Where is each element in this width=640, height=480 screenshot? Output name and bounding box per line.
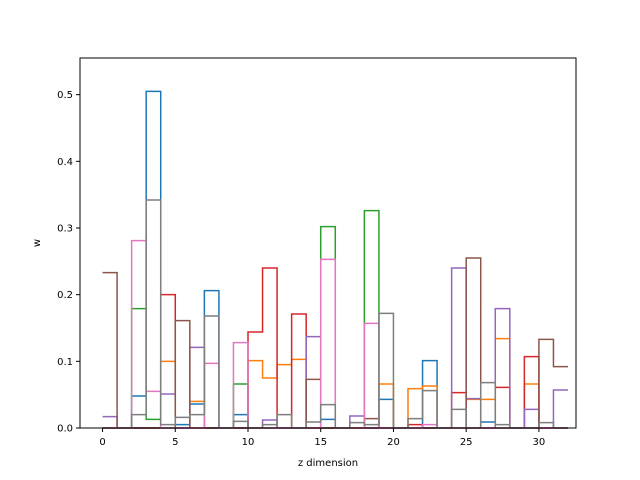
y-tick-label: 0.2: [57, 290, 73, 301]
y-axis: 0.0 0.1 0.2 0.3 0.4 0.5: [57, 90, 80, 435]
y-tick-label: 0.3: [57, 224, 73, 235]
y-axis-label: w: [32, 239, 43, 247]
y-tick-label: 0.1: [57, 357, 73, 368]
x-tick-label: 0: [99, 437, 105, 448]
x-axis: 0 5 10 15 20 25 30: [99, 428, 545, 448]
x-tick-label: 25: [460, 437, 473, 448]
plot-frame: [79, 57, 577, 429]
y-tick-label: 0.4: [57, 157, 73, 168]
x-tick-label: 20: [387, 437, 400, 448]
y-tick-label: 0.0: [57, 424, 73, 435]
x-tick-label: 5: [172, 437, 178, 448]
series-line-7: [102, 199, 568, 429]
x-axis-label: z dimension: [298, 458, 358, 469]
x-tick-label: 30: [533, 437, 546, 448]
y-tick-label: 0.5: [57, 90, 73, 101]
x-tick-label: 10: [242, 437, 255, 448]
x-tick-label: 15: [314, 437, 327, 448]
